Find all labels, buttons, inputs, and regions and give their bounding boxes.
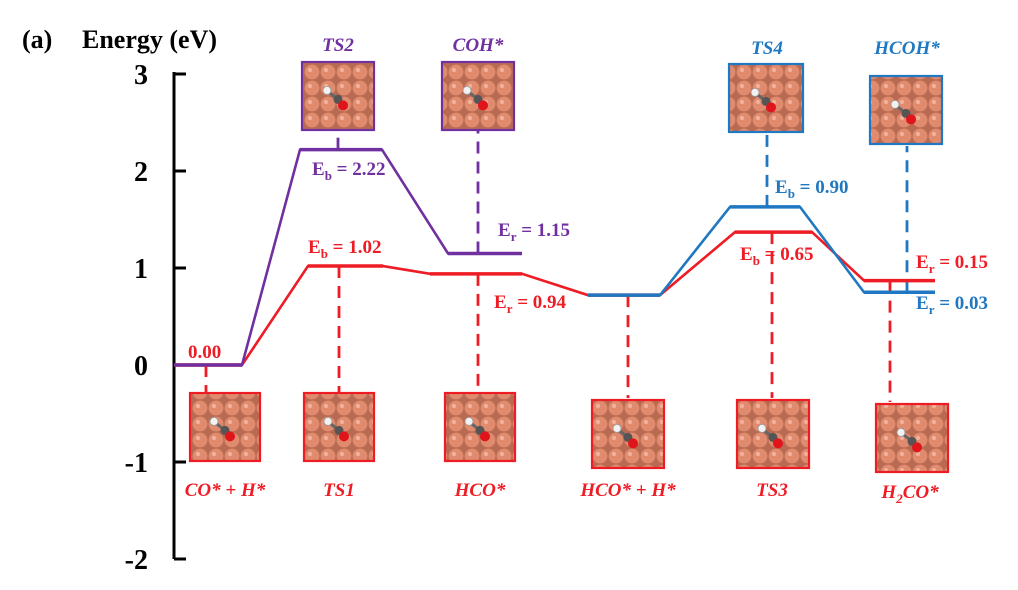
structure-thumbnail xyxy=(727,62,805,134)
y-tick-label: 0 xyxy=(134,351,148,382)
state-label-coh: COH* xyxy=(453,35,504,56)
state-label-ts2: TS2 xyxy=(322,35,354,56)
eb-ts1-label: Eb = 1.02 xyxy=(308,237,382,261)
structure-thumbnail xyxy=(874,402,950,474)
eb-ts4-label: Eb = 0.90 xyxy=(775,177,849,201)
y-tick-label: 2 xyxy=(134,157,148,188)
structure-thumbnail xyxy=(300,60,376,132)
y-axis-label: Energy (eV) xyxy=(82,25,217,54)
state-label-h2co: H2CO* xyxy=(880,482,939,506)
state-label-hco: HCO* xyxy=(454,480,506,501)
structure-thumbnail xyxy=(443,391,517,463)
panel-label: (a) xyxy=(22,25,52,54)
state-label-hco-h: HCO* + H* xyxy=(579,480,676,501)
state-label-ts3: TS3 xyxy=(756,480,788,501)
state-label-ts1: TS1 xyxy=(323,480,355,501)
state-label-hcoh: HCOH* xyxy=(873,38,940,59)
state-label-co-h: CO* + H* xyxy=(185,480,266,501)
er-coh-label: Er = 1.15 xyxy=(498,220,570,244)
y-tick-label: 3 xyxy=(134,60,148,91)
y-tick-label: -1 xyxy=(125,448,148,479)
structure-thumbnail xyxy=(590,398,666,470)
eb-ts3-label: Eb = 0.65 xyxy=(740,244,814,268)
red-path-line xyxy=(174,230,935,367)
structure-thumbnail xyxy=(440,60,516,132)
structure-thumbnail xyxy=(868,74,944,146)
er-h2co-label: Er = 0.15 xyxy=(916,252,988,276)
structure-thumbnail xyxy=(302,391,376,463)
er-hco-label: Er = 0.94 xyxy=(494,292,567,316)
series-lines xyxy=(174,147,935,367)
y-tick-label: 1 xyxy=(134,254,148,285)
structure-thumbnail xyxy=(188,391,262,463)
eb-ts2-label: Eb = 2.22 xyxy=(312,159,386,183)
er-hcoh-label: Er = 0.03 xyxy=(916,293,988,317)
y-axis-ticks: 3 2 1 0 -1 -2 xyxy=(125,60,186,576)
dashed-connectors xyxy=(204,130,909,402)
structure-thumbnail xyxy=(735,398,811,470)
structure-thumbnails xyxy=(188,60,950,474)
y-tick-label: -2 xyxy=(125,545,148,576)
start-value-label: 0.00 xyxy=(188,342,221,363)
state-label-ts4: TS4 xyxy=(751,38,783,59)
